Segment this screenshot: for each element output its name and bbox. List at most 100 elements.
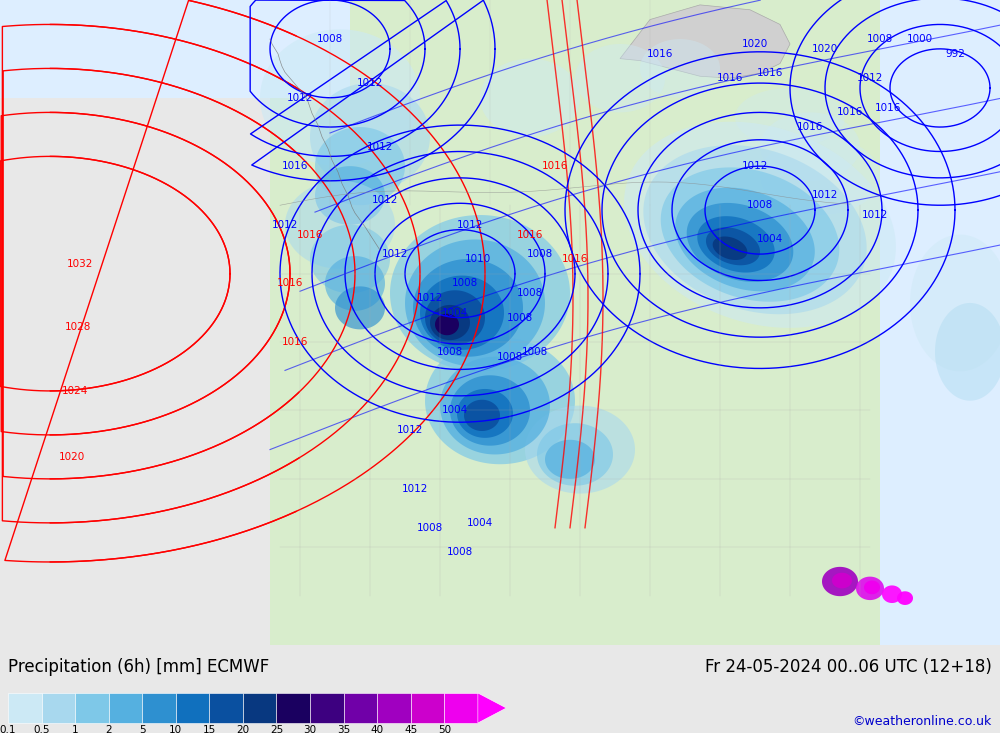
Bar (344, 693, 377, 723)
Text: 1012: 1012 (272, 220, 298, 229)
Text: Precipitation (6h) [mm] ECMWF: Precipitation (6h) [mm] ECMWF (8, 658, 269, 676)
Text: 0.1: 0.1 (0, 725, 16, 733)
Text: 2: 2 (105, 725, 112, 733)
Bar (444, 693, 478, 723)
Bar (270, 0, 1000, 645)
Text: 1012: 1012 (417, 293, 443, 303)
Text: 1012: 1012 (372, 196, 398, 205)
Text: 1008: 1008 (452, 279, 478, 288)
Polygon shape (525, 405, 635, 493)
Text: 45: 45 (404, 725, 417, 733)
Text: 0.5: 0.5 (33, 725, 50, 733)
Polygon shape (390, 215, 570, 372)
Text: 1008: 1008 (527, 249, 553, 259)
Polygon shape (760, 137, 880, 215)
Text: 1012: 1012 (397, 425, 423, 435)
Text: 992: 992 (945, 49, 965, 59)
Bar (0, 0, 270, 645)
Text: 10: 10 (169, 725, 182, 733)
Polygon shape (285, 181, 395, 269)
Text: 1008: 1008 (867, 34, 893, 44)
Polygon shape (935, 303, 1000, 401)
Polygon shape (822, 567, 858, 596)
Text: 1016: 1016 (647, 49, 673, 59)
Text: 1008: 1008 (517, 288, 543, 298)
Text: 15: 15 (203, 725, 216, 733)
Text: 1008: 1008 (522, 347, 548, 357)
Polygon shape (478, 693, 506, 723)
Polygon shape (310, 225, 390, 293)
Polygon shape (315, 166, 385, 225)
Text: 1020: 1020 (742, 39, 768, 49)
Bar (310, 693, 344, 723)
Text: 40: 40 (371, 725, 384, 733)
Polygon shape (405, 240, 545, 366)
Bar (377, 693, 411, 723)
Text: 1016: 1016 (297, 229, 323, 240)
Text: 1012: 1012 (857, 73, 883, 83)
Text: 1016: 1016 (757, 68, 783, 78)
Text: 20: 20 (236, 725, 249, 733)
Text: 1008: 1008 (497, 352, 523, 361)
Text: 1016: 1016 (282, 161, 308, 171)
Polygon shape (480, 59, 580, 137)
Text: 1028: 1028 (65, 323, 91, 332)
Text: 1008: 1008 (317, 34, 343, 44)
Text: 1004: 1004 (467, 518, 493, 528)
Text: 1000: 1000 (907, 34, 933, 44)
Text: 1024: 1024 (62, 386, 88, 396)
Bar (880, 0, 1000, 645)
Text: 1016: 1016 (542, 161, 568, 171)
Text: 5: 5 (139, 725, 146, 733)
Polygon shape (910, 235, 1000, 372)
Polygon shape (675, 188, 815, 291)
Polygon shape (687, 203, 793, 281)
Text: 1004: 1004 (757, 235, 783, 244)
Text: 1012: 1012 (457, 220, 483, 229)
Polygon shape (430, 305, 470, 340)
Polygon shape (735, 88, 845, 147)
Polygon shape (640, 39, 720, 97)
Text: 50: 50 (438, 725, 451, 733)
Polygon shape (435, 314, 459, 335)
Polygon shape (624, 122, 896, 328)
Bar (209, 693, 243, 723)
Text: 1008: 1008 (507, 313, 533, 323)
Polygon shape (413, 259, 523, 357)
Text: 1012: 1012 (812, 191, 838, 200)
Polygon shape (897, 592, 913, 605)
Text: 1008: 1008 (447, 548, 473, 557)
Polygon shape (760, 112, 860, 181)
Bar (176, 693, 209, 723)
Text: 35: 35 (337, 725, 350, 733)
Bar (243, 693, 276, 723)
Text: 1016: 1016 (837, 108, 863, 117)
Text: 1012: 1012 (287, 93, 313, 103)
Bar (109, 693, 142, 723)
Polygon shape (575, 44, 665, 112)
Text: 1032: 1032 (67, 259, 93, 269)
Polygon shape (706, 227, 760, 265)
Polygon shape (697, 216, 775, 273)
Polygon shape (537, 423, 613, 486)
Bar (75, 693, 109, 723)
Bar (276, 693, 310, 723)
Polygon shape (310, 83, 430, 191)
Text: 1010: 1010 (465, 254, 491, 264)
Polygon shape (440, 357, 550, 454)
Polygon shape (450, 375, 530, 446)
Polygon shape (325, 256, 385, 311)
Polygon shape (464, 399, 500, 431)
Polygon shape (620, 5, 790, 78)
Text: 1020: 1020 (812, 44, 838, 54)
Text: 1016: 1016 (797, 122, 823, 132)
Polygon shape (425, 290, 485, 345)
Text: 1004: 1004 (442, 308, 468, 317)
Polygon shape (643, 145, 867, 314)
Text: 1012: 1012 (367, 141, 393, 152)
Text: 1004: 1004 (442, 405, 468, 416)
Text: 1008: 1008 (747, 200, 773, 210)
Polygon shape (335, 287, 385, 329)
Polygon shape (425, 337, 575, 464)
Polygon shape (315, 127, 405, 205)
